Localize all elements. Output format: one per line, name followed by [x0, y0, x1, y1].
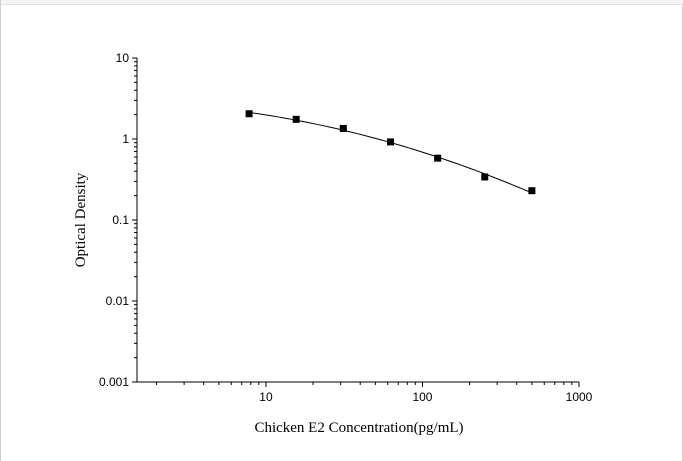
y-tick-label: 0.001 — [99, 375, 129, 389]
x-axis-title: Chicken E2 Concentration(pg/mL) — [254, 420, 463, 436]
y-tick-label: 0.01 — [106, 294, 130, 308]
y-axis-title: Optical Density — [73, 172, 89, 267]
top-edge-strip — [1, 0, 683, 5]
data-point — [528, 187, 536, 195]
data-point — [339, 124, 347, 132]
x-tick-label: 100 — [412, 390, 432, 404]
x-tick-label: 10 — [259, 390, 273, 404]
data-point — [434, 154, 442, 162]
fit-curve-layer — [248, 111, 533, 194]
y-tick-label: 10 — [116, 51, 130, 65]
data-point — [481, 173, 489, 181]
data-point — [387, 138, 395, 146]
x-tick-label: 1000 — [566, 390, 593, 404]
data-points — [245, 110, 536, 195]
fit-curve — [248, 111, 533, 194]
data-point — [245, 110, 253, 118]
axes: 0.001 0.01 0.1 1 10 10 100 1000 — [99, 51, 593, 404]
data-point — [292, 115, 300, 123]
y-tick-label: 1 — [122, 132, 129, 146]
y-tick-label: 0.1 — [112, 213, 129, 227]
